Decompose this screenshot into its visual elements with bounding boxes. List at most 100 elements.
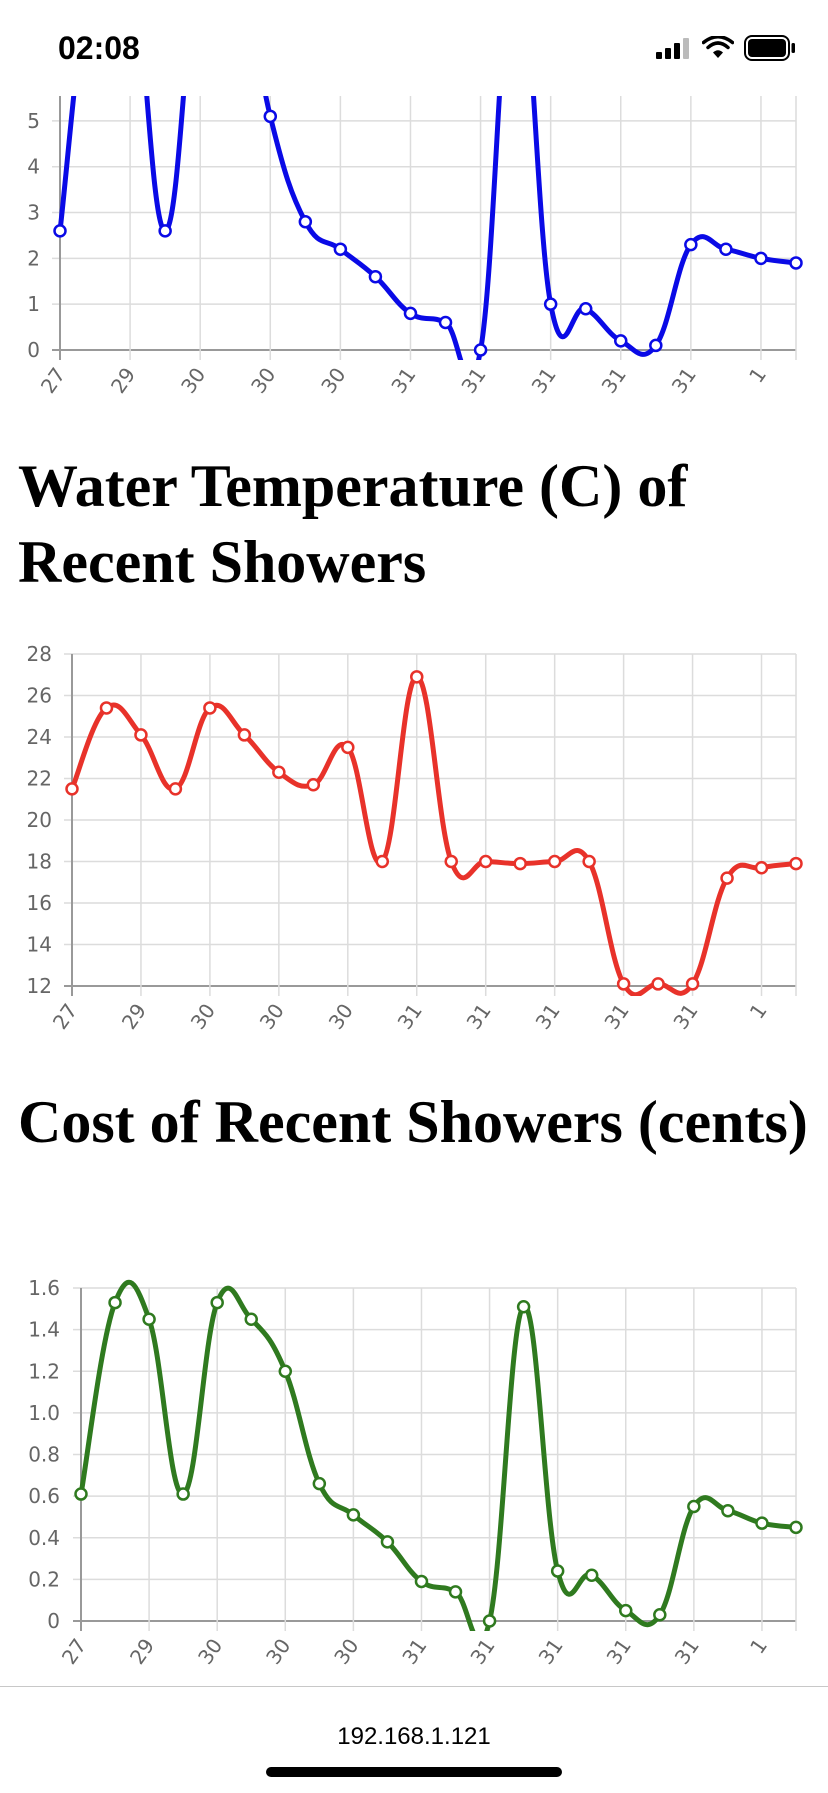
- flow-data-point[interactable]: [719, 242, 733, 256]
- temperature-data-point[interactable]: [134, 728, 148, 742]
- flow-data-point[interactable]: [403, 306, 418, 321]
- temperature-x-tick-label: 31: [462, 999, 496, 1034]
- cost-data-point[interactable]: [210, 1295, 224, 1310]
- cost-data-point[interactable]: [448, 1585, 463, 1599]
- temperature-x-tick-label: 1: [745, 999, 772, 1023]
- temperature-x-tick-label: 27: [48, 999, 82, 1034]
- flow-data-point[interactable]: [578, 302, 593, 316]
- cost-x-tick-label: 31: [534, 1634, 568, 1669]
- cost-x-tick-label: 30: [193, 1634, 227, 1669]
- cost-data-point[interactable]: [584, 1568, 599, 1582]
- cost-data-point[interactable]: [550, 1564, 565, 1578]
- cost-x-tick-label: 1: [745, 1634, 772, 1658]
- flow-data-point[interactable]: [158, 224, 172, 238]
- flow-y-tick-label: 0: [27, 338, 40, 362]
- temperature-y-tick-label: 20: [27, 808, 52, 832]
- temperature-data-point[interactable]: [168, 782, 183, 796]
- flow-data-point[interactable]: [684, 237, 698, 252]
- cost-data-point[interactable]: [74, 1487, 88, 1501]
- cost-data-point[interactable]: [142, 1312, 156, 1326]
- temperature-y-tick-label: 18: [27, 850, 52, 874]
- cost-y-tick-label: 0.2: [28, 1567, 60, 1591]
- cost-data-point[interactable]: [108, 1295, 122, 1310]
- cost-y-tick-label: 0.4: [28, 1526, 60, 1550]
- temperature-x-tick-label: 30: [186, 999, 220, 1034]
- cost-data-point[interactable]: [176, 1487, 190, 1501]
- temperature-data-point[interactable]: [65, 782, 79, 796]
- flow-data-point[interactable]: [53, 224, 67, 238]
- flow-data-point[interactable]: [754, 251, 768, 266]
- temperature-data-point[interactable]: [341, 740, 355, 755]
- temperature-data-point[interactable]: [237, 728, 252, 742]
- flow-x-tick-label: 31: [597, 363, 631, 398]
- flow-data-point[interactable]: [543, 297, 558, 311]
- flow-data-point[interactable]: [298, 214, 313, 229]
- status-bar: 02:08: [0, 0, 828, 96]
- flow-data-point[interactable]: [614, 334, 628, 348]
- cost-data-point[interactable]: [619, 1603, 633, 1618]
- flow-y-tick-label: 3: [27, 201, 40, 225]
- cost-x-tick-label: 27: [57, 1634, 91, 1669]
- flow-data-point[interactable]: [438, 315, 453, 330]
- temperature-data-point[interactable]: [410, 670, 424, 684]
- cost-data-point[interactable]: [414, 1574, 429, 1589]
- temperature-x-tick-label: 30: [255, 999, 289, 1034]
- temperature-data-point[interactable]: [547, 854, 562, 869]
- cellular-signal-icon: [656, 38, 689, 59]
- temperature-data-point[interactable]: [513, 856, 527, 871]
- cost-y-tick-label: 0.6: [28, 1484, 60, 1508]
- temperature-data-point[interactable]: [616, 977, 631, 991]
- temperature-y-tick-label: 26: [27, 684, 52, 708]
- temperature-data-point[interactable]: [720, 871, 734, 885]
- cost-x-tick-label: 30: [261, 1634, 295, 1669]
- cost-grid: [73, 1287, 797, 1631]
- temperature-data-point[interactable]: [203, 701, 217, 715]
- temperature-x-tick-label: 31: [599, 999, 633, 1034]
- cost-x-tick-label: 29: [125, 1634, 159, 1669]
- cost-data-point[interactable]: [755, 1516, 769, 1530]
- flow-data-point[interactable]: [368, 269, 383, 284]
- cost-data-point[interactable]: [789, 1520, 803, 1535]
- flow-x-tick-label: 31: [456, 363, 490, 398]
- cost-data-point[interactable]: [482, 1614, 497, 1628]
- temperature-x-tick-label: 31: [393, 999, 427, 1034]
- temperature-data-point[interactable]: [375, 854, 390, 869]
- temperature-data-point[interactable]: [306, 777, 321, 792]
- flow-x-tick-label: 30: [246, 363, 280, 398]
- temperature-data-point[interactable]: [99, 701, 114, 715]
- flow-x-tick-label: 27: [36, 363, 70, 398]
- cost-series-line: [78, 1279, 799, 1631]
- cost-x-tick-label: 31: [602, 1634, 636, 1669]
- cost-y-tick-label: 1.0: [28, 1401, 60, 1425]
- cost-data-point[interactable]: [653, 1608, 667, 1622]
- browser-bottom-bar: 192.168.1.121: [0, 1686, 828, 1793]
- temperature-data-point[interactable]: [685, 977, 700, 991]
- cost-data-point[interactable]: [687, 1499, 701, 1514]
- temperature-x-tick-label: 30: [324, 999, 358, 1034]
- flow-y-tick-label: 2: [27, 246, 40, 270]
- cost-data-point[interactable]: [721, 1503, 735, 1518]
- flow-data-point[interactable]: [649, 338, 663, 353]
- flow-data-point[interactable]: [333, 242, 348, 256]
- flow-x-tick-label: 1: [744, 363, 771, 387]
- temperature-data-point[interactable]: [582, 854, 596, 869]
- cost-data-point[interactable]: [244, 1312, 258, 1326]
- temperature-data-point[interactable]: [272, 765, 286, 780]
- temperature-data-point[interactable]: [478, 854, 493, 869]
- cost-data-point[interactable]: [516, 1299, 531, 1314]
- cost-data-point[interactable]: [312, 1476, 327, 1491]
- flow-data-point[interactable]: [263, 109, 278, 124]
- cost-data-point[interactable]: [380, 1535, 395, 1549]
- temperature-data-point[interactable]: [444, 854, 458, 869]
- flow-data-point[interactable]: [789, 256, 803, 270]
- flow-data-point[interactable]: [473, 343, 488, 357]
- cost-x-tick-label: 31: [670, 1634, 704, 1669]
- temperature-data-point[interactable]: [789, 856, 803, 871]
- temperature-data-point[interactable]: [651, 977, 665, 991]
- temperature-x-tick-label: 29: [117, 999, 151, 1034]
- temperature-data-point[interactable]: [754, 860, 769, 875]
- cost-data-point[interactable]: [278, 1364, 293, 1378]
- url-display[interactable]: 192.168.1.121: [337, 1723, 491, 1750]
- temperature-y-tick-label: 12: [27, 974, 52, 998]
- cost-data-point[interactable]: [346, 1508, 361, 1522]
